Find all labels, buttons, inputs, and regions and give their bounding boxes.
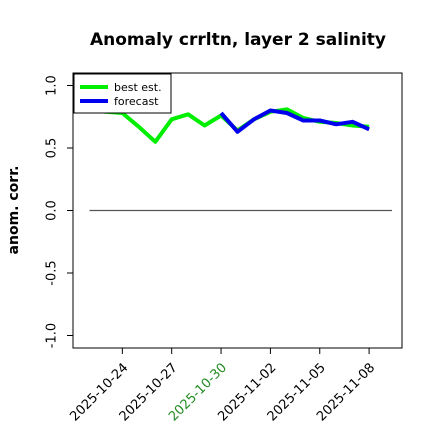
chart-title: Anomaly crrltn, layer 2 salinity <box>90 30 386 50</box>
series-line-forecast <box>219 108 370 134</box>
y-tick-label: -0.5 <box>45 260 60 285</box>
legend-label-forecast: forecast <box>114 95 159 108</box>
y-tick-label: -1.0 <box>45 323 60 348</box>
series-layer <box>89 107 370 144</box>
legend-box <box>73 73 172 114</box>
y-axis: -1.0 -0.5 0.0 0.5 1.0 <box>45 75 73 348</box>
y-tick-label: 0.0 <box>45 200 60 221</box>
y-axis-label: anom. corr. <box>6 166 22 255</box>
series-line-best-est <box>89 107 370 144</box>
y-tick-label: 0.5 <box>45 138 60 159</box>
legend: best est. forecast <box>73 73 172 114</box>
legend-label-best-est: best est. <box>114 81 162 94</box>
y-tick-label: 1.0 <box>45 75 60 96</box>
x-axis: 2025-10-242025-10-272025-10-302025-11-02… <box>67 348 378 424</box>
